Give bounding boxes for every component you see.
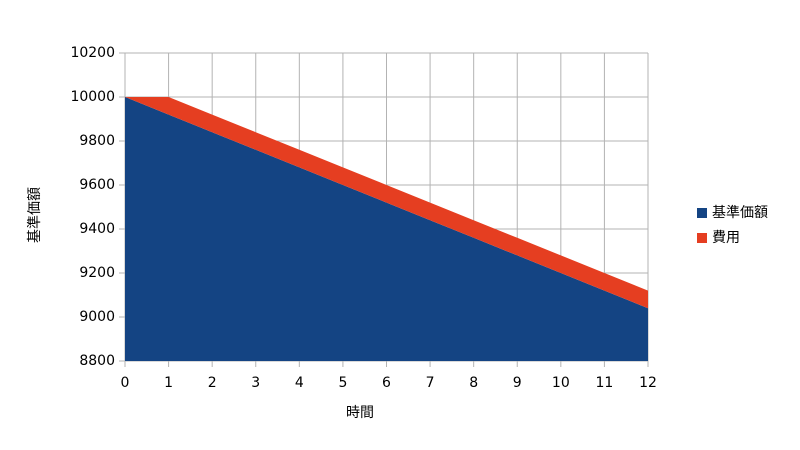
- legend-swatch: [697, 208, 707, 218]
- x-tick-label: 7: [426, 375, 435, 391]
- legend-swatch: [697, 233, 707, 243]
- x-tick-label: 6: [382, 375, 391, 391]
- y-tick-label: 9200: [79, 265, 115, 281]
- area: [125, 97, 648, 361]
- x-tick-label: 10: [552, 375, 570, 391]
- y-tick-label: 9400: [79, 221, 115, 237]
- y-tick-label: 9600: [79, 177, 115, 193]
- y-tick-label: 9800: [79, 133, 115, 149]
- x-tick-label: 1: [164, 375, 173, 391]
- x-tick-label: 2: [208, 375, 217, 391]
- x-tick-label: 9: [513, 375, 522, 391]
- y-tick-label: 9000: [79, 309, 115, 325]
- x-tick-label: 0: [121, 375, 130, 391]
- y-axis-label: 基準価額: [26, 187, 43, 243]
- area: [125, 97, 648, 309]
- x-tick-label: 12: [639, 375, 657, 391]
- x-tick-label: 3: [251, 375, 260, 391]
- legend-label: 費用: [712, 230, 740, 246]
- y-tick-label: 10000: [70, 89, 115, 105]
- x-tick-label: 4: [295, 375, 304, 391]
- x-tick-label: 5: [338, 375, 347, 391]
- x-tick-label: 8: [469, 375, 478, 391]
- x-tick-label: 11: [596, 375, 614, 391]
- y-tick-label: 8800: [79, 353, 115, 369]
- x-axis-label: 時間: [346, 405, 374, 421]
- y-tick-label: 10200: [70, 45, 115, 61]
- legend-label: 基準価額: [712, 204, 768, 221]
